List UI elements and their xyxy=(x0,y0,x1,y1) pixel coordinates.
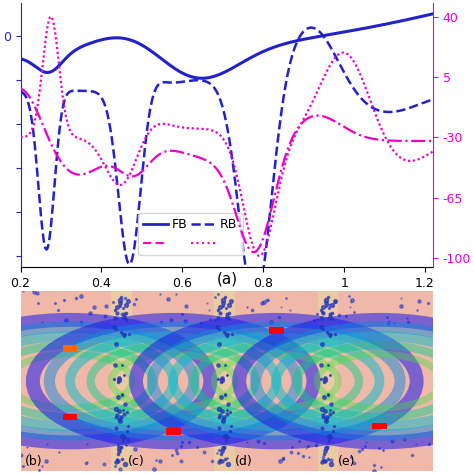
Text: (b): (b) xyxy=(25,455,42,468)
Bar xyxy=(318,291,338,471)
Bar xyxy=(269,328,284,334)
Bar xyxy=(63,346,77,352)
Bar xyxy=(111,291,132,471)
Text: (c): (c) xyxy=(128,455,145,468)
FancyBboxPatch shape xyxy=(20,291,433,471)
Bar xyxy=(166,428,181,435)
Text: (d): (d) xyxy=(235,455,253,468)
Bar xyxy=(372,423,387,429)
X-axis label: Frequency (THz): Frequency (THz) xyxy=(170,295,283,310)
Bar xyxy=(214,291,235,471)
Bar xyxy=(63,414,77,420)
Text: (e): (e) xyxy=(338,455,356,468)
Text: (a): (a) xyxy=(216,272,237,287)
Legend: FB, , RB, : FB, , RB, xyxy=(138,213,243,255)
